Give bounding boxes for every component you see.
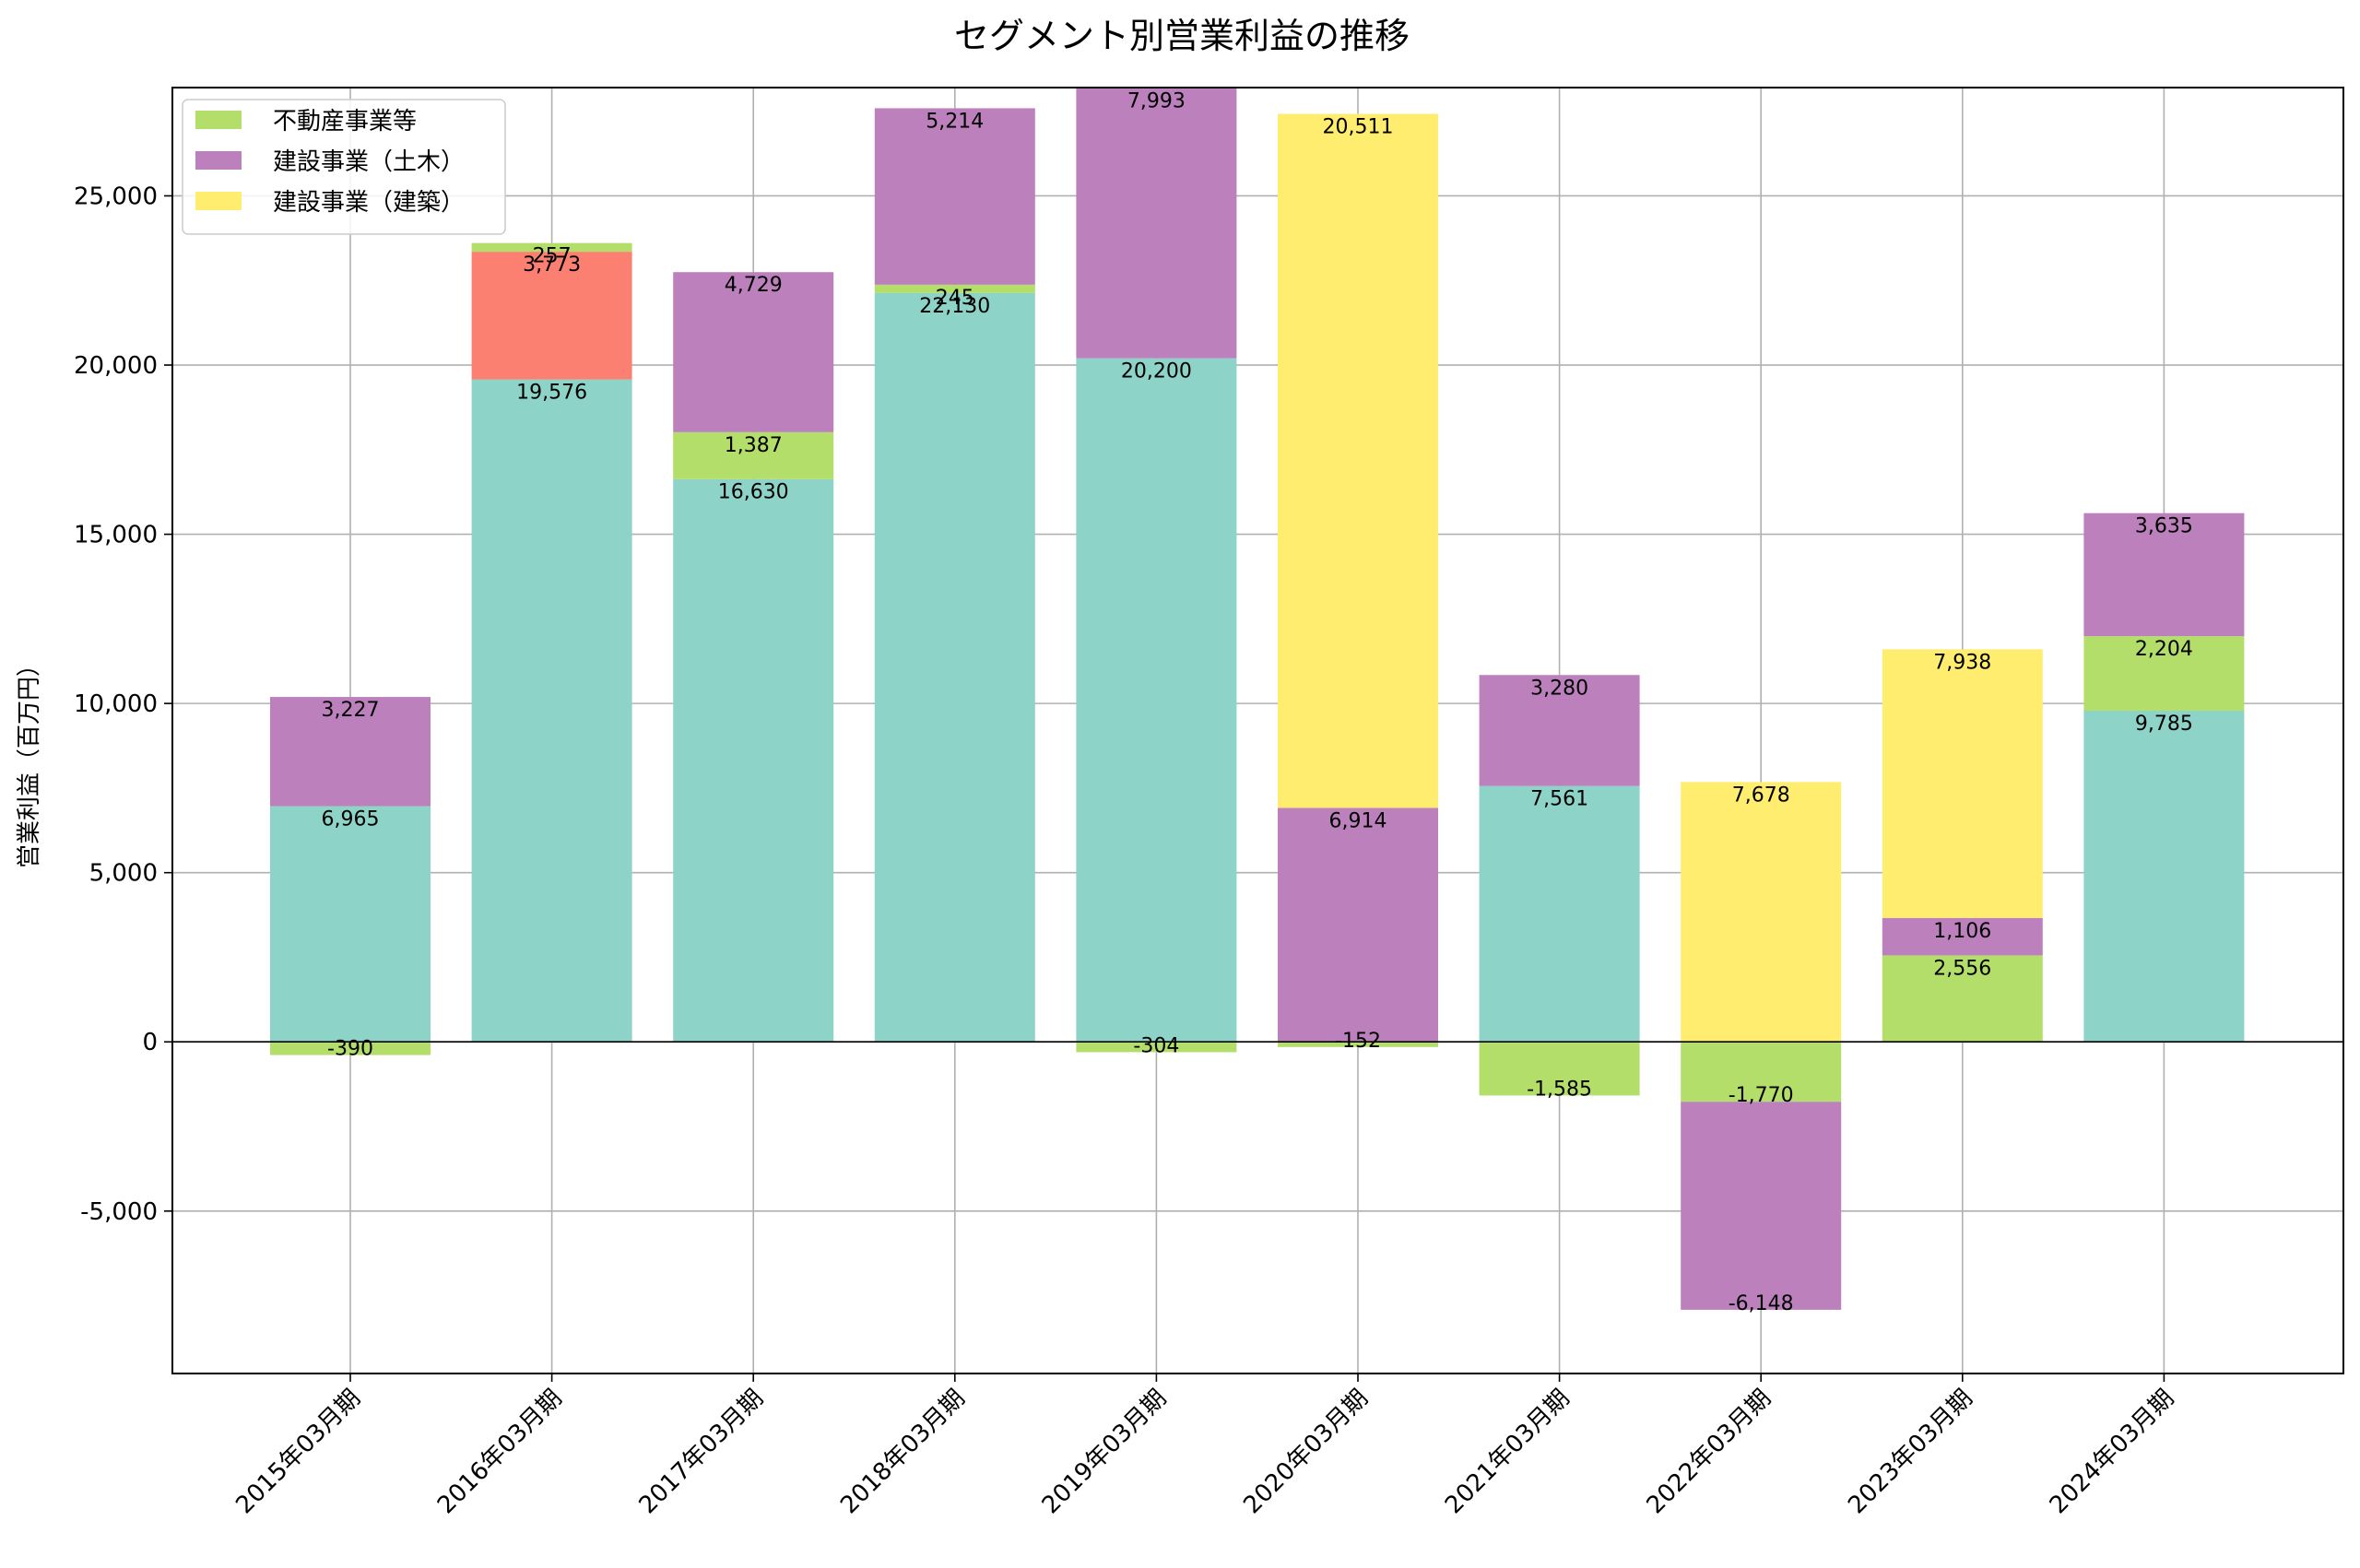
data-label: 1,387 (725, 434, 783, 457)
bar-segment (1681, 1042, 1842, 1102)
y-axis-title: 営業利益（百万円） (16, 653, 43, 868)
data-label: -1,770 (1729, 1084, 1794, 1107)
data-label: 3,635 (2135, 515, 2193, 538)
y-tick-label: 20,000 (74, 352, 158, 380)
data-label: -6,148 (1729, 1292, 1794, 1315)
data-label: 6,965 (322, 808, 380, 831)
data-label: 22,130 (919, 295, 990, 318)
data-label: 19,576 (516, 382, 587, 405)
bar-segment (1076, 358, 1237, 1043)
data-label: 2,204 (2135, 638, 2193, 661)
bar-segment (673, 272, 834, 432)
y-tick-label: 15,000 (74, 522, 158, 549)
data-label: 7,993 (1127, 89, 1186, 112)
bar-segment (673, 478, 834, 1043)
data-label: 6,914 (1329, 809, 1387, 832)
bar-segment (1479, 785, 1640, 1043)
bar-segment (1681, 782, 1842, 1043)
legend-item-real-estate: 不動産事業等 (195, 108, 417, 136)
bar-segment (270, 1042, 431, 1055)
bar-segment (1278, 1042, 1438, 1047)
chart-title: セグメント別営業利益の推移 (954, 16, 1410, 56)
bar-segment (1882, 917, 2043, 956)
data-label: 7,938 (1933, 651, 1991, 674)
bar-segment (1076, 1042, 1237, 1053)
data-label: 20,511 (1323, 115, 1394, 138)
bar-segment (874, 292, 1035, 1043)
bar-segment (1681, 1102, 1842, 1310)
data-label: 7,561 (1530, 788, 1588, 811)
legend-swatch (195, 111, 242, 129)
bar-segment (270, 697, 431, 807)
data-label: 4,729 (725, 274, 783, 297)
legend-item-building-construction: 建設事業（建築） (195, 189, 465, 217)
legend-frame (182, 99, 506, 235)
data-label: 3,227 (322, 699, 380, 722)
legend: 不動産事業等 建設事業（土木） 建設事業（建築） (182, 99, 506, 235)
bar-segment (270, 806, 431, 1043)
y-tick-label: -5,000 (80, 1198, 158, 1226)
legend-item-civil-engineering: 建設事業（土木） (195, 148, 465, 176)
data-label: 3,280 (1530, 677, 1588, 700)
data-label: 2,556 (1933, 957, 1991, 980)
y-axis-ticks: -5,000 0 5,000 10,000 15,000 20,000 25,000 (74, 183, 172, 1226)
data-label: 257 (533, 245, 572, 268)
bar-segment (1076, 88, 1237, 359)
x-tick-label: 2018年03月期 (835, 1385, 971, 1520)
data-label: 9,785 (2135, 713, 2193, 736)
bar-segment (2083, 636, 2245, 712)
bar-segment (471, 379, 632, 1043)
data-label: 245 (936, 287, 974, 310)
bar-segment (471, 242, 632, 253)
data-label: -304 (1133, 1034, 1179, 1057)
data-label: -390 (327, 1038, 373, 1061)
bar-segment (2083, 513, 2245, 637)
x-axis-ticks: 2015年03月期 2016年03月期 2017年03月期 2018年03月期 2019… (230, 1373, 2179, 1519)
x-tick-label: 2021年03月期 (1440, 1385, 1575, 1520)
legend-swatch (195, 151, 242, 170)
data-label: 5,214 (926, 110, 984, 133)
x-tick-label: 2022年03月期 (1642, 1385, 1777, 1520)
bar-segment (1479, 675, 1640, 786)
bar-segment (2083, 711, 2245, 1043)
y-tick-label: 25,000 (74, 183, 158, 210)
plot-frame (171, 87, 2344, 1374)
x-tick-label: 2015年03月期 (230, 1385, 366, 1520)
x-tick-label: 2020年03月期 (1238, 1385, 1374, 1520)
bar-segment (1278, 113, 1438, 808)
legend-label: 建設事業（建築） (273, 189, 465, 217)
data-label: 7,678 (1732, 784, 1790, 807)
bar-segment (874, 108, 1035, 285)
data-label: 20,200 (1121, 360, 1192, 383)
legend-label: 建設事業（土木） (273, 148, 465, 176)
x-tick-label: 2024年03月期 (2045, 1385, 2180, 1520)
legend-label: 不動産事業等 (273, 108, 417, 136)
bars (270, 88, 2245, 1310)
bar-segment (673, 431, 834, 479)
x-tick-label: 2019年03月期 (1037, 1385, 1173, 1520)
bar-segment (874, 284, 1035, 293)
y-tick-label: 5,000 (89, 860, 158, 888)
bar-segment (1278, 808, 1438, 1043)
data-label: 3,773 (523, 253, 581, 277)
bar-segment (1882, 649, 2043, 918)
data-label: -152 (1335, 1030, 1381, 1053)
data-label: 1,106 (1933, 920, 1991, 943)
data-label: 16,630 (718, 481, 789, 504)
bar-segment (471, 252, 632, 380)
data-label: -1,585 (1527, 1078, 1592, 1101)
bar-segment (1479, 1042, 1640, 1096)
legend-swatch (195, 192, 242, 210)
x-tick-label: 2017年03月期 (634, 1385, 770, 1520)
x-tick-label: 2016年03月期 (432, 1385, 568, 1520)
bar-segment (1882, 955, 2043, 1043)
y-tick-label: 0 (142, 1029, 158, 1056)
x-tick-label: 2023年03月期 (1843, 1385, 1978, 1520)
y-tick-label: 10,000 (74, 690, 158, 718)
